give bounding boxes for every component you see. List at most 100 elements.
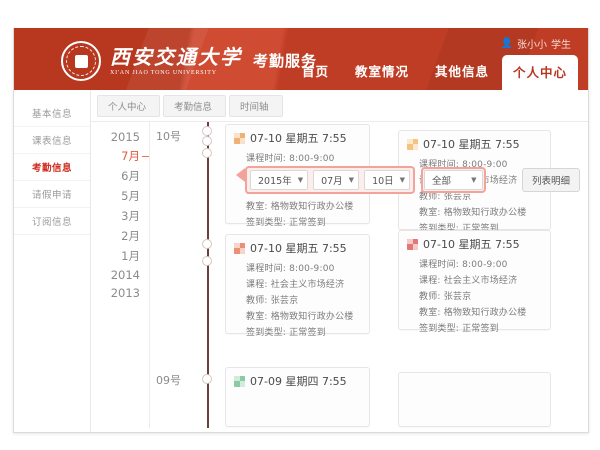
university-seal-icon <box>61 41 101 81</box>
timeline-dot[interactable] <box>202 374 212 384</box>
attendance-card-room: 教室: 格物致知行政办公楼 <box>419 207 527 218</box>
year-item-2015[interactable]: 2015 <box>110 130 140 144</box>
attendance-card-header: 07-10 星期五 7:55 <box>234 240 361 256</box>
attendance-status-icon <box>234 132 245 144</box>
user-info[interactable]: 👤 张小小 学生 <box>501 36 571 51</box>
attendance-card-signin: 签到类型: 正常签到 <box>246 217 326 228</box>
filter-pointer-decoration <box>236 168 245 182</box>
year-select[interactable]: 2015年 ▼ <box>250 170 309 190</box>
sidebar-item-subscription-info[interactable]: 订阅信息 <box>14 208 90 235</box>
month-item-07[interactable]: 7月 <box>91 146 149 166</box>
sidebar-item-leave-request[interactable]: 请假申请 <box>14 181 90 208</box>
timeline-dot[interactable] <box>202 256 212 266</box>
university-name: 西安交通大学 XI'AN JIAO TONG UNIVERSITY <box>110 47 242 76</box>
timeline-dot[interactable] <box>202 126 212 136</box>
attendance-card-course: 课程: 社会主义市场经济 <box>419 275 518 286</box>
breadcrumb-item-personal-center[interactable]: 个人中心 <box>97 95 161 117</box>
sidebar-item-basic-info[interactable]: 基本信息 <box>14 100 90 127</box>
nav-item-classroom[interactable]: 教室情况 <box>354 64 409 79</box>
year-month-list: 2015 7月 6月 5月 3月 2月 1月 2014 2013 <box>91 122 150 428</box>
attendance-card-time: 课程时间: 8:00-9:00 <box>246 263 335 274</box>
attendance-card-header: 07-10 星期五 7:55 <box>407 236 542 252</box>
nav-item-home[interactable]: 首页 <box>301 64 329 79</box>
attendance-card[interactable]: 07-10 星期五 7:55 课程时间: 8:00-9:00 课程: 社会主义市… <box>398 230 551 334</box>
scope-select-value: 全部 <box>432 176 452 187</box>
scope-select[interactable]: 全部 ▼ <box>424 170 484 190</box>
timeline-dot[interactable] <box>202 136 212 146</box>
attendance-card-date: 07-10 星期五 7:55 <box>423 138 520 151</box>
attendance-card-time: 课程时间: 8:00-9:00 <box>246 153 335 164</box>
month-item-03[interactable]: 3月 <box>121 209 140 223</box>
attendance-card-teacher: 教师: 张芸京 <box>419 191 472 202</box>
timeline-dot[interactable] <box>202 239 212 249</box>
month-select[interactable]: 07月 ▼ <box>313 170 360 190</box>
main-nav: 首页 教室情况 其他信息 个人中心 <box>289 55 578 90</box>
attendance-status-icon <box>234 375 245 387</box>
attendance-card-signin: 签到类型: 正常签到 <box>419 323 499 334</box>
chevron-down-icon: ▼ <box>348 176 355 184</box>
sidebar-item-attendance-info[interactable]: 考勤信息 <box>14 154 90 181</box>
month-item-06[interactable]: 6月 <box>121 169 140 183</box>
attendance-card-time: 课程时间: 8:00-9:00 <box>419 159 508 170</box>
attendance-card-teacher: 教师: 张芸京 <box>419 291 472 302</box>
month-item-01[interactable]: 1月 <box>121 249 140 263</box>
month-item-05[interactable]: 5月 <box>121 189 140 203</box>
breadcrumb-item-timeline[interactable]: 时间轴 <box>229 95 283 117</box>
scope-filter-highlight: 全部 ▼ <box>421 167 487 193</box>
attendance-card-header: 07-10 星期五 7:55 <box>407 136 542 152</box>
month-item-02[interactable]: 2月 <box>121 229 140 243</box>
attendance-card-date: 07-10 星期五 7:55 <box>423 238 520 251</box>
attendance-card-date: 07-10 星期五 7:55 <box>250 242 347 255</box>
attendance-status-icon <box>234 242 245 254</box>
timeline-axis <box>207 122 209 428</box>
attendance-card-header: 07-10 星期五 7:55 <box>234 130 361 146</box>
year-item-2013[interactable]: 2013 <box>110 286 140 300</box>
timeline-dot[interactable] <box>202 148 212 158</box>
attendance-status-icon <box>407 138 418 150</box>
service-title: 考勤服务 <box>253 52 318 70</box>
attendance-card[interactable]: 07-10 星期五 7:55 课程时间: 8:00-9:00 课程: 社会主义市… <box>225 234 370 338</box>
breadcrumb: 个人中心 考勤信息 时间轴 <box>91 90 588 122</box>
attendance-card[interactable]: 07-09 星期四 7:55 <box>225 367 370 427</box>
month-select-value: 07月 <box>321 176 343 187</box>
attendance-card-signin: 签到类型: 正常签到 <box>246 327 326 338</box>
sidebar-item-schedule-info[interactable]: 课表信息 <box>14 127 90 154</box>
chevron-down-icon: ▼ <box>471 176 477 184</box>
site-header: 西安交通大学 XI'AN JIAO TONG UNIVERSITY 考勤服务 👤… <box>14 28 588 90</box>
sidebar: 基本信息 课表信息 考勤信息 请假申请 订阅信息 <box>14 90 91 432</box>
attendance-status-icon <box>407 238 418 250</box>
attendance-card[interactable] <box>398 372 551 427</box>
attendance-card-room: 教室: 格物致知行政办公楼 <box>246 201 354 212</box>
attendance-card-room: 教室: 格物致知行政办公楼 <box>419 307 527 318</box>
list-detail-button[interactable]: 列表明细 <box>521 168 580 192</box>
nav-item-other-info[interactable]: 其他信息 <box>434 64 489 79</box>
user-role: 学生 <box>551 40 571 51</box>
attendance-card-header: 07-09 星期四 7:55 <box>234 373 361 389</box>
chevron-down-icon: ▼ <box>297 176 304 184</box>
page-body: 基本信息 课表信息 考勤信息 请假申请 订阅信息 个人中心 考勤信息 时间轴 2… <box>14 90 588 432</box>
year-item-2014[interactable]: 2014 <box>110 268 140 282</box>
attendance-card-date: 07-09 星期四 7:55 <box>250 375 347 388</box>
attendance-card-date: 07-10 星期五 7:55 <box>250 132 347 145</box>
nav-item-personal-center[interactable]: 个人中心 <box>501 55 578 90</box>
attendance-card-signin: 签到类型: 正常签到 <box>419 223 499 234</box>
attendance-card-teacher: 教师: 张芸京 <box>246 295 299 306</box>
day-marker-09: 09号 <box>156 374 181 387</box>
attendance-card-room: 教室: 格物致知行政办公楼 <box>246 311 354 322</box>
person-icon: 👤 <box>500 38 513 49</box>
content-area: 个人中心 考勤信息 时间轴 2015 7月 6月 5月 3月 2月 1月 201… <box>91 90 588 432</box>
attendance-card-time: 课程时间: 8:00-9:00 <box>419 259 508 270</box>
university-name-cn: 西安交通大学 <box>110 44 242 69</box>
user-name: 张小小 <box>517 40 547 51</box>
day-select-value: 10日 <box>372 176 394 187</box>
year-select-value: 2015年 <box>258 176 292 187</box>
date-filter-highlight: 2015年 ▼ 07月 ▼ 10日 ▼ <box>245 166 416 194</box>
university-name-en: XI'AN JIAO TONG UNIVERSITY <box>110 69 217 76</box>
site-logo[interactable]: 西安交通大学 XI'AN JIAO TONG UNIVERSITY 考勤服务 <box>61 41 317 81</box>
filter-bar: 2015年 ▼ 07月 ▼ 10日 ▼ 全部 ▼ <box>245 166 487 194</box>
day-marker-10: 10号 <box>156 130 181 143</box>
attendance-card-course: 课程: 社会主义市场经济 <box>246 279 345 290</box>
breadcrumb-item-attendance-info[interactable]: 考勤信息 <box>163 95 227 117</box>
day-select[interactable]: 10日 ▼ <box>364 170 411 190</box>
chevron-down-icon: ▼ <box>399 176 406 184</box>
